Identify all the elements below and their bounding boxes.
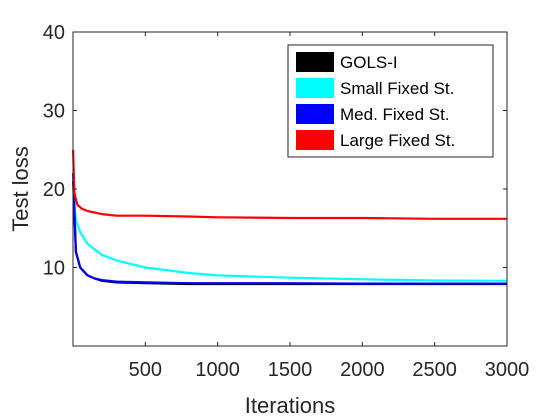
legend: GOLS-I Small Fixed St. Med. Fixed St. Large…: [287, 44, 494, 158]
legend-swatch-0: [296, 52, 334, 72]
series-line-3: [72, 149, 507, 220]
series-layer: [72, 149, 508, 286]
x-tick-label: 2500: [412, 359, 457, 381]
legend-label-2: Med. Fixed St.: [340, 105, 450, 124]
y-tick-label: 30: [43, 101, 65, 123]
legend-label-3: Large Fixed St.: [340, 131, 455, 150]
y-tick-label: 10: [43, 258, 65, 280]
x-tick-label: 3000: [485, 359, 530, 381]
series-line-2: [72, 173, 507, 285]
series-line-1: [72, 188, 508, 282]
x-tick-label: 1000: [195, 359, 240, 381]
x-tick-label: 1500: [268, 359, 313, 381]
y-axis-label: Test loss: [8, 146, 33, 232]
tick-layer: 500 1000 1500 2000 2500 3000 10 20 30 40: [43, 22, 530, 381]
x-tick-label: 500: [129, 359, 162, 381]
legend-label-1: Small Fixed St.: [340, 79, 454, 98]
y-tick-label: 20: [43, 179, 65, 201]
legend-swatch-2: [296, 104, 334, 124]
legend-swatch-3: [296, 130, 334, 150]
legend-swatch-1: [296, 78, 334, 98]
x-tick-label: 2000: [340, 359, 385, 381]
legend-label-0: GOLS-I: [340, 53, 398, 72]
x-axis-label: Iterations: [245, 393, 336, 418]
y-tick-label: 40: [43, 22, 65, 44]
